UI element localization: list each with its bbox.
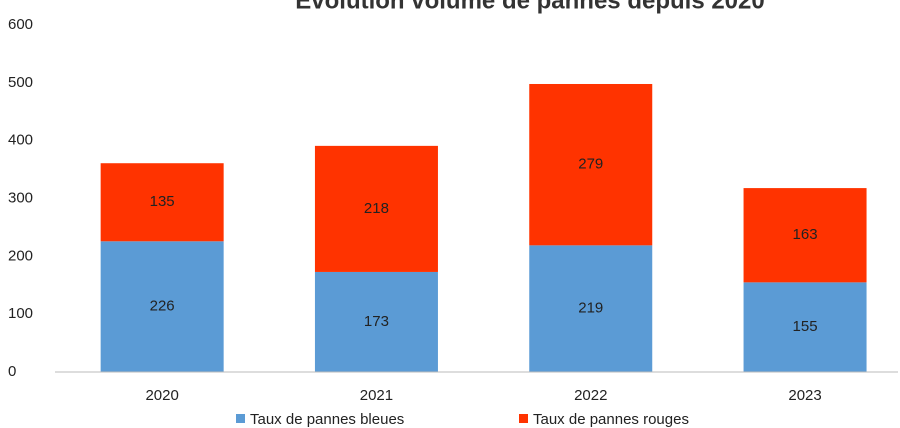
data-label: 163 — [793, 226, 818, 243]
x-tick-label: 2023 — [788, 387, 821, 404]
data-label: 218 — [364, 200, 389, 217]
y-tick-label: 200 — [8, 247, 33, 264]
bar-segment — [529, 83, 653, 246]
bar-segment — [100, 241, 224, 372]
y-tick-label: 600 — [8, 16, 33, 33]
chart-title: Evolution volume de pannes depuis 2020 — [295, 0, 764, 14]
y-tick-label: 500 — [8, 74, 33, 91]
y-tick-label: 300 — [8, 189, 33, 206]
data-label: 135 — [150, 193, 175, 210]
bar-segment — [743, 188, 867, 283]
legend-swatch — [236, 414, 245, 423]
bar-segment — [314, 271, 438, 372]
data-label: 155 — [793, 318, 818, 335]
data-label: 173 — [364, 313, 389, 330]
bar-segment — [314, 145, 438, 272]
y-tick-label: 0 — [8, 363, 16, 380]
x-tick-label: 2020 — [145, 387, 178, 404]
data-label: 226 — [150, 298, 175, 315]
x-tick-label: 2021 — [360, 387, 393, 404]
bar-segment — [743, 282, 867, 372]
y-tick-label: 400 — [8, 132, 33, 149]
y-tick-label: 100 — [8, 305, 33, 322]
legend-swatch — [519, 414, 528, 423]
data-label: 279 — [578, 156, 603, 173]
data-label: 219 — [578, 300, 603, 317]
bar-segment — [529, 245, 653, 372]
bar-segment — [100, 163, 224, 242]
legend-label: Taux de pannes bleues — [250, 411, 404, 428]
x-tick-label: 2022 — [574, 387, 607, 404]
legend-label: Taux de pannes rouges — [533, 411, 689, 428]
